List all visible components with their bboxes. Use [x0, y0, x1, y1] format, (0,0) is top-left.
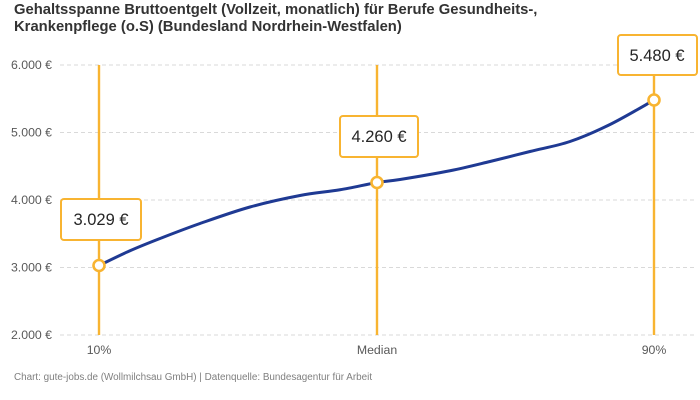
svg-text:10%: 10%: [87, 343, 112, 357]
svg-text:6.000 €: 6.000 €: [11, 58, 52, 72]
svg-text:Median: Median: [357, 343, 397, 357]
svg-text:3.000 €: 3.000 €: [11, 261, 52, 275]
svg-text:90%: 90%: [642, 343, 667, 357]
svg-text:3.029 €: 3.029 €: [73, 211, 128, 229]
svg-text:4.260 €: 4.260 €: [351, 128, 406, 146]
svg-text:5.480 €: 5.480 €: [629, 47, 684, 65]
svg-text:2.000 €: 2.000 €: [11, 328, 52, 342]
svg-text:4.000 €: 4.000 €: [11, 193, 52, 207]
svg-text:5.000 €: 5.000 €: [11, 126, 52, 140]
